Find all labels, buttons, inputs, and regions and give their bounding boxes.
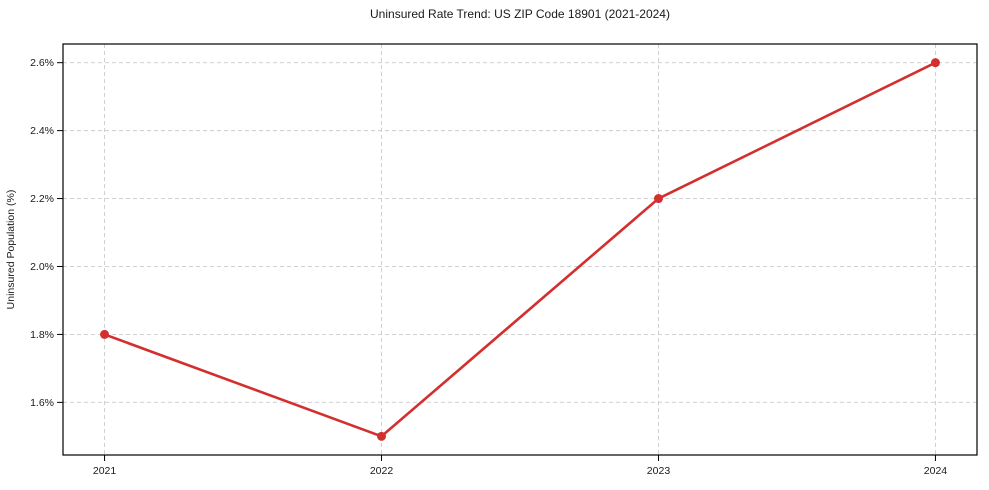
y-axis-label: Uninsured Population (%) <box>5 190 17 310</box>
y-tick-label: 1.6% <box>30 397 54 409</box>
y-tick-label: 2.0% <box>30 261 54 273</box>
y-tick-label: 2.4% <box>30 125 54 137</box>
data-point-2021 <box>100 329 110 339</box>
data-point-2024 <box>930 58 940 68</box>
x-tick-label: 2021 <box>93 465 117 477</box>
trend-line <box>103 61 937 438</box>
plot-border <box>62 43 978 456</box>
x-tick-label: 2023 <box>647 465 671 477</box>
data-point-2022 <box>377 431 387 441</box>
data-point-2023 <box>653 194 663 204</box>
y-tick-label: 1.8% <box>30 329 54 341</box>
x-tick-label: 2024 <box>924 465 948 477</box>
chart-title: Uninsured Rate Trend: US ZIP Code 18901 … <box>370 7 670 21</box>
x-tick-label: 2022 <box>370 465 394 477</box>
y-tick-label: 2.2% <box>30 193 54 205</box>
y-tick-label: 2.6% <box>30 57 54 69</box>
